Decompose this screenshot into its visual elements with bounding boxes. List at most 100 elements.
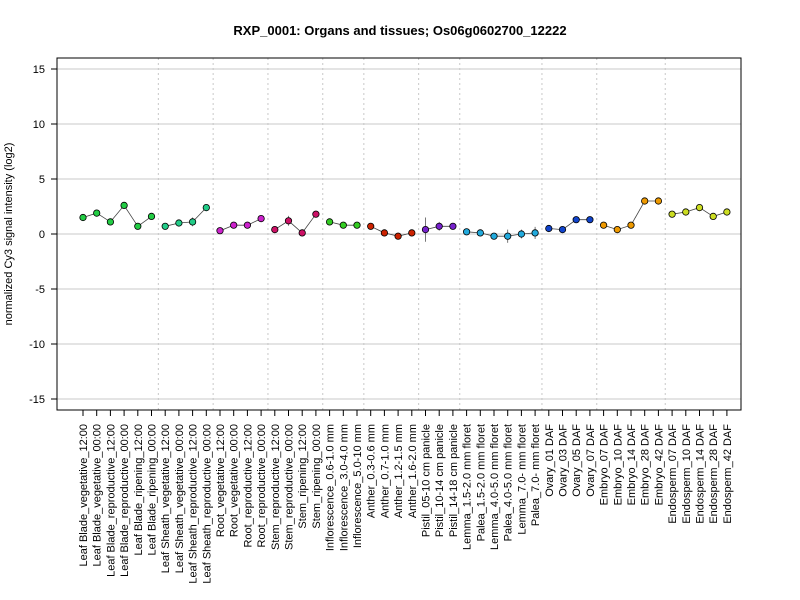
- grid-layer: [57, 58, 741, 410]
- x-tick-label: Endosperm_14 DAF: [695, 424, 707, 524]
- x-tick-label: Anther_1.2-1.5 mm: [393, 424, 405, 518]
- data-points: [79, 197, 731, 240]
- data-point: [558, 226, 567, 234]
- data-point: [339, 221, 347, 229]
- x-tick-label: Embryo_07 DAF: [599, 424, 611, 506]
- x-tick-label: Anther_0.7-1.0 mm: [379, 424, 391, 518]
- data-point: [230, 221, 238, 229]
- data-point: [189, 218, 197, 226]
- x-tick-label: Palea_7.0- mm floret: [530, 424, 542, 526]
- data-point: [627, 221, 635, 229]
- data-point: [599, 221, 608, 229]
- data-point: [613, 226, 621, 234]
- data-point: [325, 218, 334, 226]
- series-line: [548, 219, 590, 231]
- x-tick-label: Stem_ripening_00:00: [311, 424, 323, 529]
- data-point: [490, 232, 498, 240]
- data-point: [695, 204, 704, 212]
- x-tick-label: Embryo_42 DAF: [653, 424, 665, 506]
- series-line: [82, 204, 152, 227]
- data-point: [517, 230, 526, 238]
- data-point: [312, 210, 320, 218]
- x-tick-label: Ovary_05 DAF: [571, 424, 583, 497]
- x-tick-label: Leaf Sheath_reproductive_00:00: [201, 424, 213, 584]
- x-tick-label: Ovary_07 DAF: [585, 424, 597, 497]
- data-point: [449, 222, 457, 230]
- series-line: [274, 213, 317, 234]
- y-axis: -15 -10 -5 0 5 10 15: [29, 64, 57, 406]
- y-tick-label: -5: [35, 284, 45, 296]
- series-line: [370, 225, 412, 237]
- data-point: [284, 217, 293, 225]
- x-tick-label: Lemma_4.0-5.0 mm floret: [489, 424, 501, 550]
- x-tick-label: Lemma_7.0- mm floret: [516, 424, 528, 535]
- data-point: [353, 221, 361, 229]
- data-point: [586, 216, 594, 224]
- data-point: [545, 224, 553, 233]
- y-tick-label: 5: [39, 174, 45, 186]
- x-tick-label: Leaf Blade_reproductive_00:00: [119, 424, 131, 577]
- x-tick-label: Leaf Sheath_vegetative_00:00: [174, 424, 186, 573]
- x-tick-label: Lemma_1.5-2.0 mm floret: [462, 424, 474, 550]
- data-point: [147, 212, 156, 220]
- data-point: [408, 229, 416, 237]
- x-tick-label: Leaf Blade_ripening_12:00: [133, 424, 145, 556]
- x-tick-label: Leaf Blade_vegetative_00:00: [92, 424, 104, 567]
- series-line: [219, 218, 262, 232]
- data-point: [93, 209, 101, 217]
- data-point: [271, 226, 279, 234]
- data-point: [723, 208, 731, 216]
- x-tick-label: Leaf Sheath_vegetative_12:00: [160, 424, 172, 573]
- data-point: [257, 215, 265, 223]
- x-tick-label: Embryo_10 DAF: [612, 424, 624, 506]
- series-line: [165, 207, 207, 227]
- y-tick-label: 0: [39, 229, 45, 241]
- x-tick-label: Ovary_03 DAF: [558, 424, 570, 497]
- data-point: [175, 219, 183, 227]
- x-tick-label: Anther_1.6-2.0 mm: [407, 424, 419, 518]
- series-lines: [82, 200, 728, 237]
- x-tick-label: Root_vegetative_12:00: [215, 424, 227, 537]
- y-tick-label: 10: [33, 119, 45, 131]
- x-tick-label: Leaf Blade_ripening_00:00: [147, 424, 159, 556]
- data-point: [654, 197, 663, 205]
- data-point: [682, 208, 690, 216]
- x-tick-label: Palea_1.5-2.0 mm floret: [475, 424, 487, 541]
- x-tick-label: Leaf Blade_vegetative_12:00: [78, 424, 90, 567]
- x-axis: Leaf Blade_vegetative_12:00 Leaf Blade_ve…: [78, 410, 734, 584]
- x-tick-label: Endosperm_10 DAF: [681, 424, 693, 524]
- x-tick-label: Ovary_01 DAF: [544, 424, 556, 497]
- data-point: [709, 212, 717, 220]
- x-tick-label: Inflorescence_0.6-1.0 mm: [325, 424, 337, 551]
- data-point: [367, 222, 375, 230]
- x-tick-label: Embryo_28 DAF: [640, 424, 652, 506]
- y-tick-label: -10: [29, 339, 45, 351]
- data-point: [216, 227, 224, 235]
- x-tick-label: Inflorescence_5.0-10 mm: [352, 424, 364, 548]
- y-tick-label: -15: [29, 394, 45, 406]
- x-tick-label: Palea_4.0-5.0 mm floret: [503, 424, 515, 541]
- x-tick-label: Endosperm_07 DAF: [667, 424, 679, 524]
- x-tick-label: Inflorescence_3.0-4.0 mm: [338, 424, 350, 551]
- data-point: [531, 229, 539, 237]
- data-point: [572, 216, 580, 224]
- x-tick-label: Root_reproductive_12:00: [242, 424, 254, 548]
- data-point: [421, 226, 430, 234]
- x-tick-label: Endosperm_42 DAF: [722, 424, 734, 524]
- x-tick-label: Root_reproductive_00:00: [256, 424, 268, 548]
- data-point: [380, 229, 388, 237]
- x-tick-label: Pistil_14-18 cm panicle: [448, 424, 460, 537]
- data-point: [134, 222, 142, 230]
- data-point: [462, 228, 471, 236]
- x-tick-label: Leaf Blade_reproductive_12:00: [105, 424, 117, 577]
- data-point: [161, 222, 169, 230]
- data-point: [668, 210, 676, 218]
- x-tick-label: Stem_reproductive_12:00: [270, 424, 282, 550]
- data-point: [641, 197, 649, 205]
- y-tick-label: 15: [33, 64, 45, 76]
- x-tick-label: Stem_reproductive_00:00: [284, 424, 296, 550]
- chart-title: RXP_0001: Organs and tissues; Os06g06027…: [233, 23, 566, 38]
- data-point: [202, 204, 210, 212]
- data-point: [394, 232, 402, 240]
